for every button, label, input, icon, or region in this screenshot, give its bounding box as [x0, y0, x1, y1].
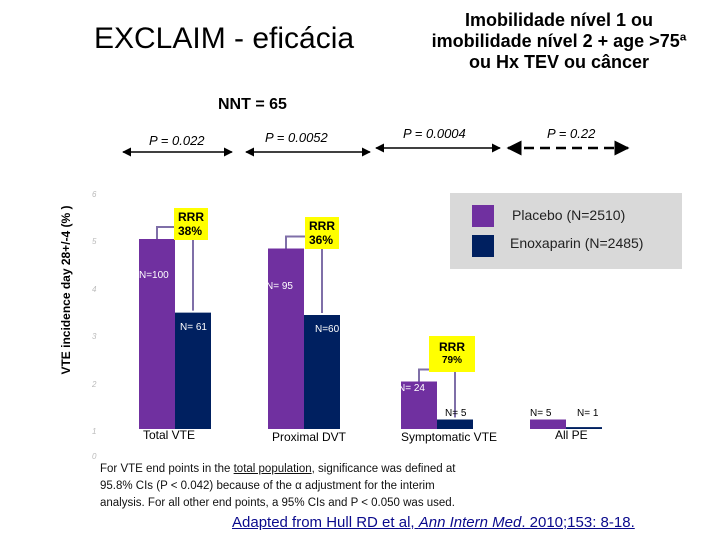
y-tick: 3: [92, 332, 97, 341]
rrr-label: RRR: [178, 210, 204, 224]
legend-label-placebo: Placebo (N=2510): [512, 207, 626, 223]
rrr-badge-proximal: RRR 36%: [305, 217, 339, 249]
citation: Adapted from Hull RD et al, Ann Intern M…: [232, 514, 635, 531]
nnt-label: NNT = 65: [218, 96, 287, 113]
pvalue-symptomatic: P = 0.0004: [403, 126, 466, 141]
y-tick: 5: [92, 237, 97, 246]
y-tick: 6: [92, 190, 97, 199]
footnote-text: For VTE end points in the: [100, 463, 234, 475]
pvalue-proximal: P = 0.0052: [265, 130, 328, 145]
rrr-value: 38%: [178, 224, 203, 238]
bar-placebo-pe: [530, 419, 566, 429]
legend-swatch-placebo: [472, 205, 494, 227]
rrr-label: RRR: [309, 219, 335, 233]
subtitle-line: ou Hx TEV ou câncer: [468, 52, 650, 72]
count-label-placebo-proximal: N= 95: [266, 281, 293, 292]
bar-enoxaparin-pe: [566, 427, 602, 429]
count-label-placebo-symptomatic: N= 24: [398, 383, 425, 394]
legend-label-enoxaparin: Enoxaparin (N=2485): [510, 235, 644, 251]
slide-subtitle: Imobilidade nível 1 ou imobilidade nível…: [398, 10, 720, 73]
y-tick: 4: [92, 285, 97, 294]
bar-placebo-total: [139, 239, 175, 429]
count-label-enox-pe: N= 1: [577, 408, 599, 419]
subtitle-line: imobilidade nível 2 + age >75ª: [431, 31, 687, 51]
subtitle-line: Imobilidade nível 1 ou: [464, 10, 654, 30]
y-axis-label: VTE incidence day 28+/-4 (% ): [59, 205, 73, 375]
bar-placebo-proximal: [268, 248, 304, 429]
reduction-bracket-proximal: [285, 235, 323, 313]
pvalue-total: P = 0.022: [149, 133, 205, 148]
bar-placebo-symptomatic: [401, 381, 437, 429]
citation-journal: Ann Intern Med: [418, 514, 522, 531]
footnote-text: , significance was defined at 95.8% CIs …: [100, 463, 456, 509]
count-label-enox-symptomatic: N= 5: [445, 408, 467, 419]
footnote-underlined: total population: [233, 463, 312, 475]
citation-suffix: . 2010;153: 8-18.: [521, 514, 635, 531]
rrr-badge-symptomatic: RRR 79%: [429, 336, 475, 372]
y-tick: 2: [92, 380, 97, 389]
count-label-enox-total: N= 61: [180, 322, 207, 333]
pvalue-pe: P = 0.22: [547, 126, 596, 141]
bar-enoxaparin-proximal: [304, 315, 340, 429]
count-label-enox-proximal: N=60: [315, 324, 340, 335]
category-label: Symptomatic VTE: [401, 430, 498, 444]
bar-enoxaparin-symptomatic: [437, 419, 473, 429]
footnote: For VTE end points in the total populati…: [100, 461, 460, 512]
category-label: Total VTE: [143, 428, 196, 442]
y-tick: 1: [92, 427, 97, 436]
category-label: All PE: [555, 428, 588, 442]
rrr-value: 36%: [309, 233, 334, 247]
citation-prefix: Adapted from Hull RD et al,: [232, 514, 419, 531]
rrr-label: RRR: [439, 340, 465, 354]
count-label-placebo-pe: N= 5: [530, 408, 552, 419]
y-tick: 0: [92, 452, 97, 461]
category-label: Proximal DVT: [272, 430, 347, 444]
rrr-value: 79%: [441, 355, 462, 366]
slide-title: EXCLAIM - eficácia: [94, 22, 355, 55]
rrr-badge-total: RRR 38%: [174, 208, 208, 240]
count-label-placebo-total: N=100: [139, 270, 169, 281]
bar-enoxaparin-total: [175, 312, 211, 429]
legend-swatch-enoxaparin: [472, 235, 494, 257]
